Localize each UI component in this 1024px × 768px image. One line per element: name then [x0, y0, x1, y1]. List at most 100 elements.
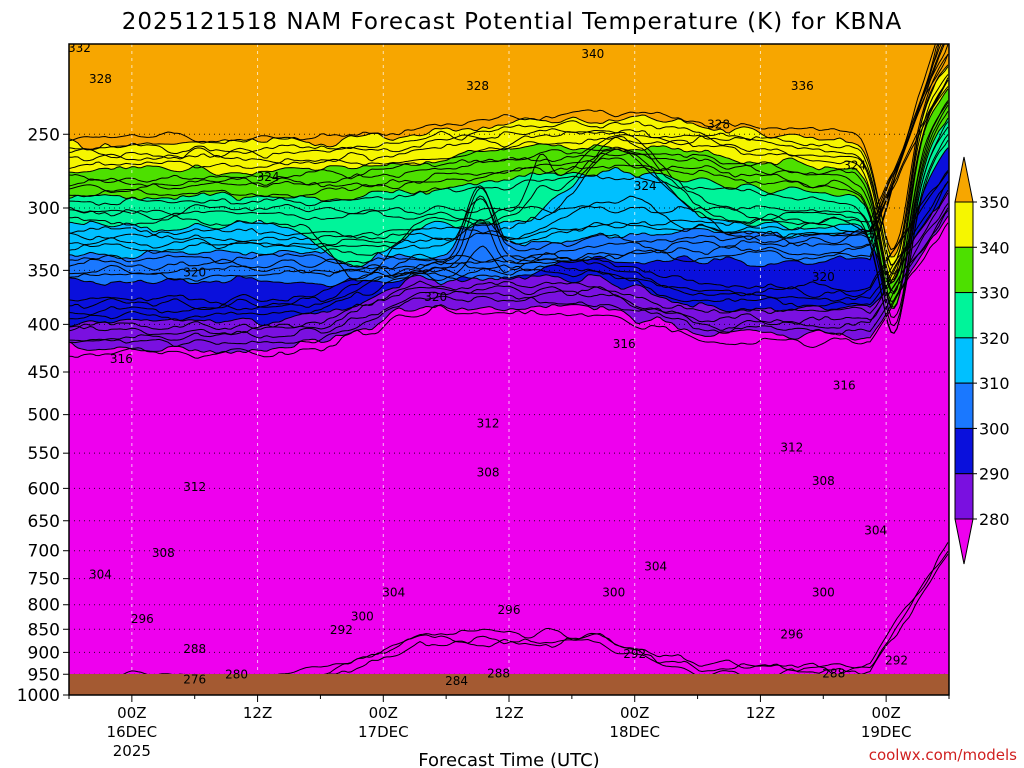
colorbar-label: 340	[979, 238, 1010, 257]
colorbar-top-arrow	[954, 156, 974, 203]
svg-text:288: 288	[487, 666, 510, 680]
colorbar-segment-310	[954, 337, 974, 384]
contour-label-308: 308	[812, 474, 835, 488]
colorbar-segment-330	[954, 246, 974, 294]
svg-text:300: 300	[351, 610, 374, 624]
y-tick-label: 350	[28, 261, 60, 281]
y-tick-label: 600	[28, 479, 60, 499]
svg-text:320: 320	[424, 290, 447, 304]
contour-label-300: 300	[602, 585, 625, 599]
svg-text:288: 288	[183, 642, 206, 656]
svg-text:336: 336	[791, 79, 814, 93]
svg-text:308: 308	[812, 474, 835, 488]
colorbar-segment-320	[954, 292, 974, 339]
colorbar-segment-290	[954, 427, 974, 475]
svg-text:324: 324	[257, 170, 280, 184]
y-tick-label: 400	[28, 315, 60, 335]
x-tick-label: 00Z	[620, 704, 649, 722]
contour-342	[69, 86, 949, 282]
contour-344	[69, 79, 949, 275]
contour-label-328: 328	[466, 79, 489, 93]
contour-label-300: 300	[812, 585, 835, 599]
contour-label-296: 296	[498, 603, 521, 617]
contour-348	[69, 66, 949, 266]
x-tick-label: 00Z	[117, 704, 146, 722]
svg-text:292: 292	[330, 623, 353, 637]
contour-280	[69, 215, 949, 354]
y-tick-label: 1000	[17, 686, 60, 706]
contour-label-324: 324	[634, 179, 657, 193]
contour-278	[69, 222, 949, 359]
svg-text:300: 300	[812, 585, 835, 599]
svg-text:312: 312	[780, 440, 803, 454]
contour-label-296: 296	[780, 627, 803, 641]
contour-302	[69, 44, 939, 282]
svg-text:320: 320	[812, 270, 835, 284]
svg-text:312: 312	[477, 416, 500, 430]
svg-text:316: 316	[833, 378, 856, 392]
svg-text:340: 340	[581, 47, 604, 61]
contour-label-288: 288	[822, 666, 845, 680]
svg-text:292: 292	[885, 653, 908, 667]
contour-346	[69, 74, 949, 266]
svg-text:320: 320	[183, 266, 206, 280]
y-tick-label: 650	[28, 512, 60, 532]
svg-text:292: 292	[623, 647, 646, 661]
contour-label-288: 288	[487, 666, 510, 680]
contour-label-328: 328	[89, 72, 112, 86]
contour-292	[69, 181, 949, 321]
y-tick-label: 300	[28, 199, 60, 219]
contour-label-292: 292	[623, 647, 646, 661]
svg-text:296: 296	[780, 627, 803, 641]
contour-338	[69, 102, 949, 293]
contour-label-336: 336	[791, 79, 814, 93]
contour-label-312: 312	[477, 416, 500, 430]
contour-284	[69, 207, 949, 342]
contour-282	[69, 210, 949, 347]
svg-text:328: 328	[466, 79, 489, 93]
svg-text:332: 332	[68, 41, 91, 55]
y-tick-label: 850	[28, 620, 60, 640]
x-tick-label: 18DEC	[609, 723, 660, 741]
y-tick-label: 750	[28, 570, 60, 590]
svg-text:328: 328	[89, 72, 112, 86]
y-tick-label: 450	[28, 363, 60, 383]
contour-label-316: 316	[613, 337, 636, 351]
svg-text:276: 276	[183, 672, 206, 686]
colorbar-label: 280	[979, 510, 1010, 529]
svg-text:304: 304	[382, 585, 405, 599]
colorbar-bottom-arrow	[954, 518, 974, 565]
colorbar-segment-280	[954, 473, 974, 520]
ground-layer	[69, 674, 949, 695]
y-tick-label: 250	[28, 125, 60, 145]
band-300-310	[69, 44, 945, 287]
contour-288	[69, 192, 949, 332]
contour-label-324: 324	[257, 170, 280, 184]
band-350-360	[69, 44, 949, 258]
contour-label-276: 276	[183, 672, 206, 686]
colorbar-label: 300	[979, 419, 1010, 438]
y-tick-label: 700	[28, 542, 60, 562]
svg-text:324: 324	[843, 158, 866, 172]
colorbar: 350 340 330 320 310 300 290 280	[954, 156, 1010, 565]
contour-label-296: 296	[131, 612, 154, 626]
contour-label-332: 332	[68, 41, 91, 55]
contour-label-308: 308	[152, 546, 175, 560]
contour-label-320: 320	[183, 266, 206, 280]
x-tick-label: 2025	[113, 742, 151, 760]
contour-314	[69, 53, 949, 250]
colorbar-segment-300	[954, 382, 974, 429]
x-tick-label: 00Z	[871, 704, 900, 722]
colorbar-label: 320	[979, 329, 1010, 348]
colorbar-segment-340	[954, 201, 974, 248]
contour-label-304: 304	[89, 567, 112, 581]
x-axis-label: Forecast Time (UTC)	[418, 750, 599, 768]
contour-label-304: 304	[644, 560, 667, 574]
svg-text:280: 280	[225, 667, 248, 681]
svg-text:300: 300	[602, 585, 625, 599]
colorbar-label: 290	[979, 465, 1010, 484]
contour-label-312: 312	[183, 480, 206, 494]
plot-area: 340 336 332 328 328 328 324 324 324 320 320 320 316 3…	[68, 41, 949, 695]
